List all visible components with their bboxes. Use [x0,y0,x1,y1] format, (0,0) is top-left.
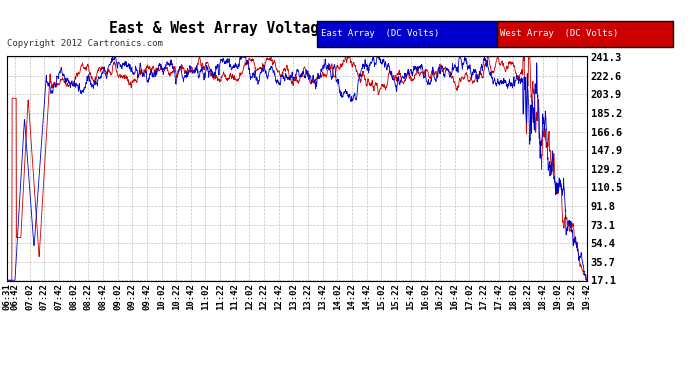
Text: West Array  (DC Volts): West Array (DC Volts) [500,29,618,38]
Text: Copyright 2012 Cartronics.com: Copyright 2012 Cartronics.com [7,39,163,48]
Text: East & West Array Voltage  Mon Aug 13 19:51: East & West Array Voltage Mon Aug 13 19:… [108,21,485,36]
Text: East Array  (DC Volts): East Array (DC Volts) [321,29,439,38]
